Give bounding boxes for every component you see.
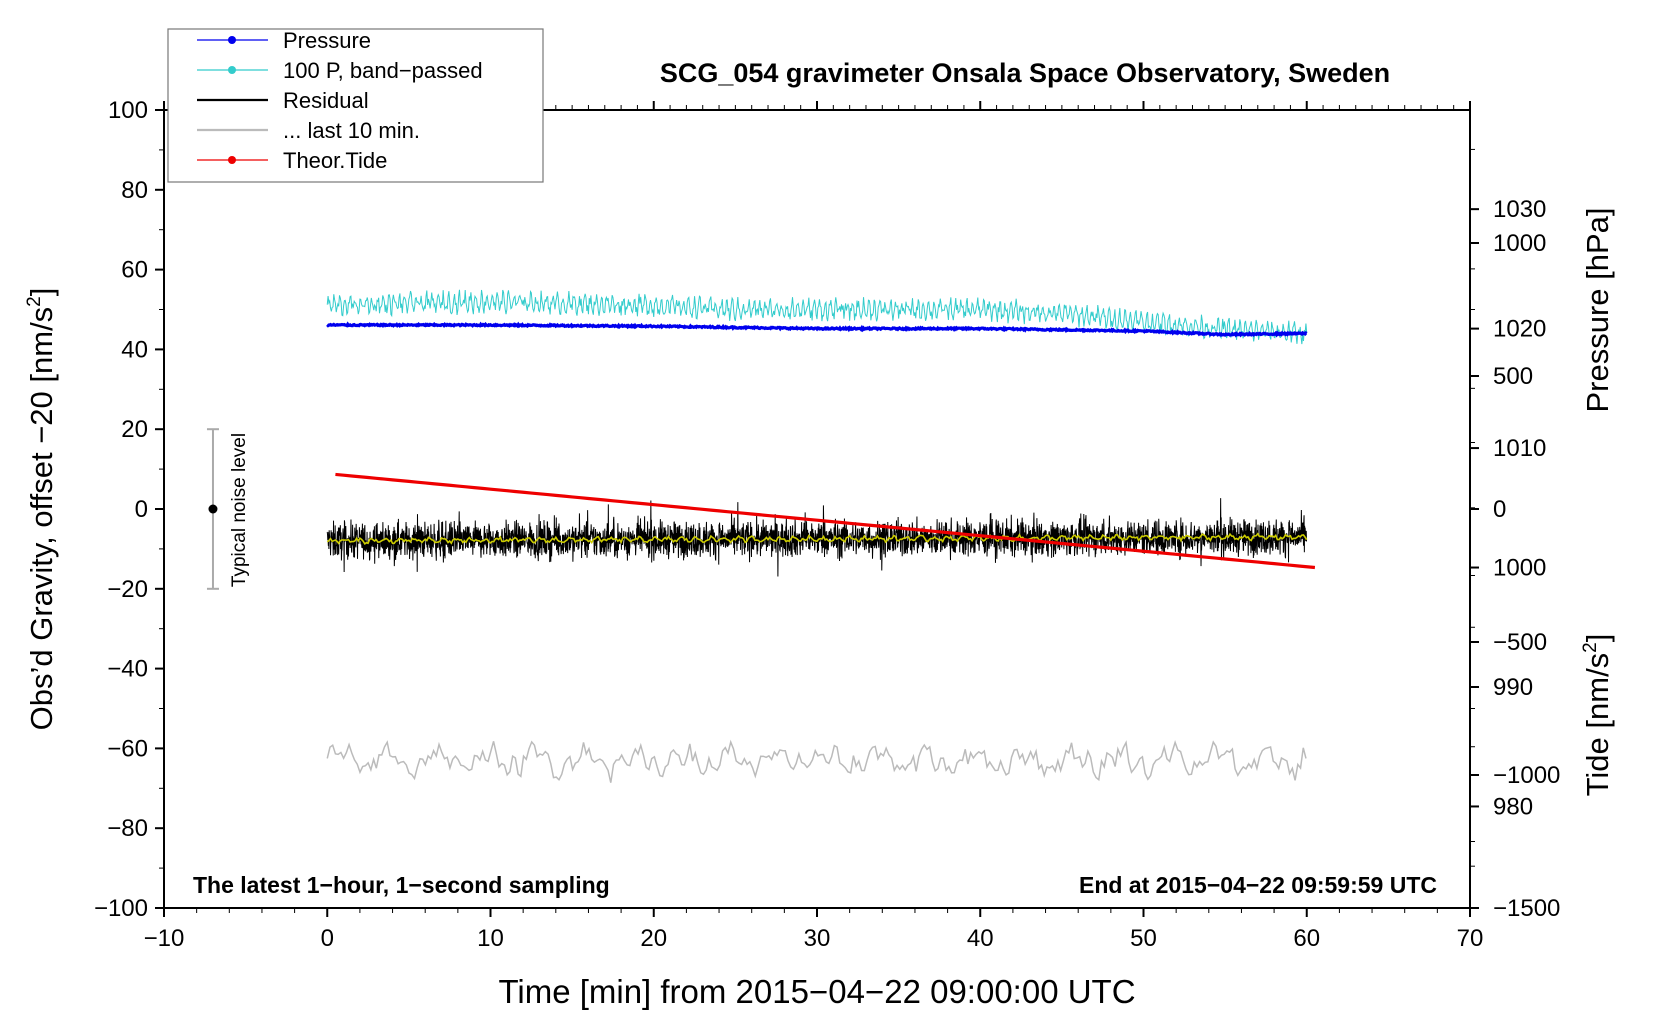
tide-tick-label: −500 <box>1493 629 1547 656</box>
x-tick-label: 60 <box>1293 925 1320 952</box>
y-tick-label: −100 <box>94 895 148 922</box>
y-tick-label: −20 <box>107 576 148 603</box>
series-residual-smoothed <box>326 532 1308 546</box>
series-last-10-min <box>326 739 1307 783</box>
pressure-tick-label: 1020 <box>1493 316 1546 343</box>
tide-tick-label: 0 <box>1493 496 1506 523</box>
annotation-right: End at 2015−04−22 09:59:59 UTC <box>1079 872 1437 898</box>
legend-marker-0 <box>228 36 236 44</box>
y-axis-label-tide-end: ] <box>1580 634 1615 643</box>
legend-marker-1 <box>228 66 236 74</box>
legend: Pressure 100 P, band−passed Residual ... la… <box>167 28 544 183</box>
plot-lines <box>326 289 1316 783</box>
chart-title: SCG_054 gravimeter Onsala Space Observat… <box>660 58 1390 88</box>
pressure-tick-label: 1010 <box>1493 435 1546 462</box>
x-tick-label: 0 <box>321 925 334 952</box>
noise-bar-center-dot <box>208 504 218 514</box>
y-axis-label-left-text: Obs’d Gravity, offset −20 [nm/s <box>24 307 59 731</box>
axis-labels: −10 0 10 20 30 40 50 60 70−100−80−60−40−20020406… <box>94 97 1560 952</box>
x-tick-label: 70 <box>1457 925 1484 952</box>
pressure-tick-label: 1000 <box>1493 555 1546 582</box>
y-tick-label: 0 <box>135 496 148 523</box>
y-axis-label-left-sup: 2 <box>24 296 45 307</box>
legend-label-1: 100 P, band−passed <box>283 58 483 83</box>
y-axis-label-tide: Tide [nm/s2] <box>1580 634 1615 797</box>
legend-label-3: ... last 10 min. <box>283 118 420 143</box>
pressure-tick-label: 980 <box>1493 793 1533 820</box>
tide-tick-label: 500 <box>1493 363 1533 390</box>
y-tick-label: −60 <box>107 735 148 762</box>
x-tick-label: 20 <box>640 925 667 952</box>
y-tick-label: −40 <box>107 656 148 683</box>
y-tick-label: 80 <box>121 177 148 204</box>
x-tick-label: 30 <box>804 925 831 952</box>
tide-tick-label: −1500 <box>1493 895 1560 922</box>
x-axis-label: Time [min] from 2015−04−22 09:00:00 UTC <box>498 973 1135 1010</box>
y-axis-label-left: Obs’d Gravity, offset −20 [nm/s2] <box>24 288 59 731</box>
noise-level-indicator <box>206 428 219 590</box>
tide-tick-label: 1000 <box>1493 230 1546 257</box>
y-axis-label-tide-sup: 2 <box>1580 642 1601 653</box>
pressure-tick-label: 990 <box>1493 674 1533 701</box>
y-axis-label-left-end: ] <box>24 288 59 297</box>
legend-label-0: Pressure <box>283 28 371 53</box>
y-tick-label: 60 <box>121 257 148 284</box>
x-tick-label: 50 <box>1130 925 1157 952</box>
legend-label-2: Residual <box>283 88 369 113</box>
pressure-tick-label: 1030 <box>1493 196 1546 223</box>
legend-label-4: Theor.Tide <box>283 148 387 173</box>
y-tick-label: 100 <box>108 97 148 124</box>
y-tick-label: −80 <box>107 815 148 842</box>
y-axis-label-pressure: Pressure [hPa] <box>1580 207 1615 412</box>
tide-tick-label: −1000 <box>1493 762 1560 789</box>
series-band-passed <box>326 289 1308 345</box>
annotation-left: The latest 1−hour, 1−second sampling <box>193 872 610 898</box>
series-residual <box>326 498 1308 577</box>
legend-marker-4 <box>228 156 236 164</box>
noise-level-label: Typical noise level <box>229 433 250 587</box>
x-tick-label: 10 <box>477 925 504 952</box>
series-theor-tide <box>335 472 1316 570</box>
y-axis-label-tide-text: Tide [nm/s <box>1580 653 1615 797</box>
y-tick-label: 40 <box>121 336 148 363</box>
x-tick-label: −10 <box>144 925 185 952</box>
y-tick-label: 20 <box>121 416 148 443</box>
series-pressure <box>326 321 1308 338</box>
axis-ticks <box>155 101 1479 917</box>
x-tick-label: 40 <box>967 925 994 952</box>
